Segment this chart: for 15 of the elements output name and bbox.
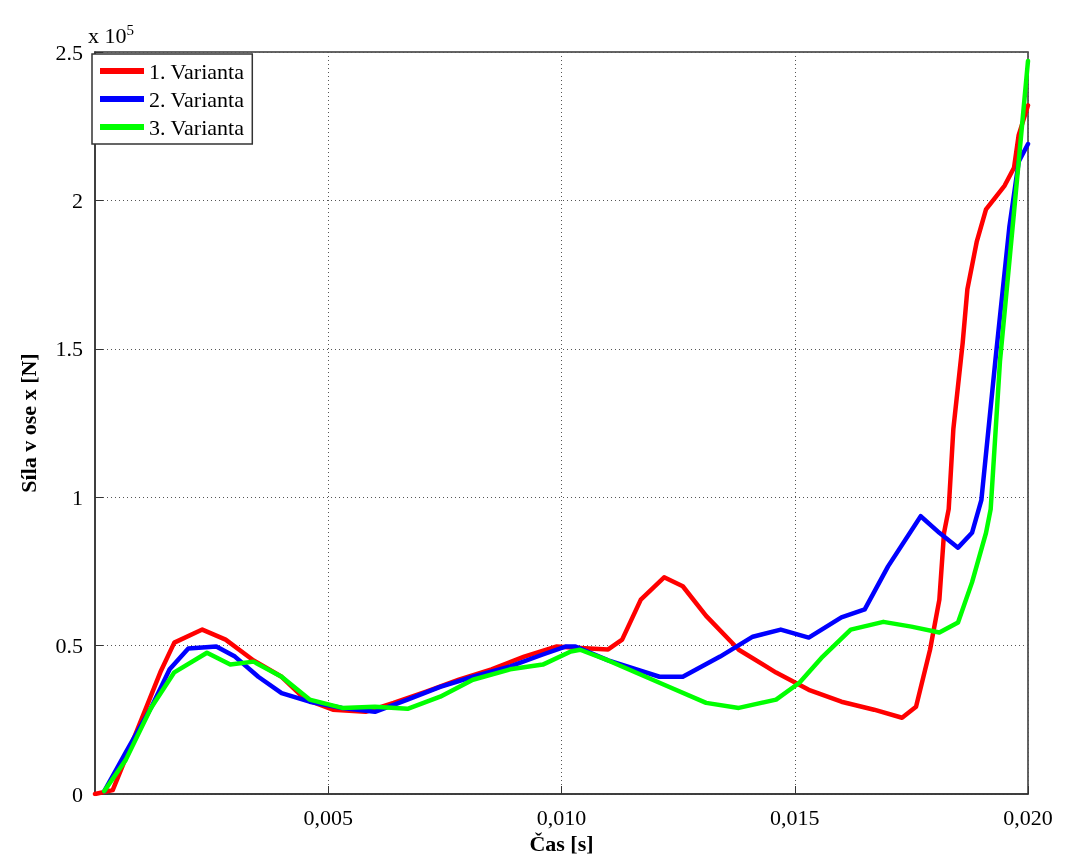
y-tick-label: 2.5 — [55, 39, 83, 65]
legend-label: 3. Varianta — [149, 114, 245, 140]
x-tick-label: 0,015 — [770, 804, 820, 830]
y-axis-title: Síla v ose x [N] — [15, 353, 41, 493]
y-tick-label: 1 — [72, 484, 83, 510]
x-tick-label: 0,005 — [303, 804, 353, 830]
y-tick-label: 1.5 — [55, 336, 83, 362]
y-tick-label: 2 — [72, 187, 83, 213]
x-tick-label: 0,010 — [536, 804, 587, 830]
x-tick-label: 0,020 — [1003, 804, 1053, 830]
x-axis-title: Čas [s] — [529, 831, 594, 857]
legend-label: 1. Varianta — [149, 58, 245, 84]
y-tick-label: 0 — [72, 781, 83, 807]
legend-label: 2. Varianta — [149, 86, 245, 112]
y-tick-label: 0.5 — [55, 633, 83, 659]
